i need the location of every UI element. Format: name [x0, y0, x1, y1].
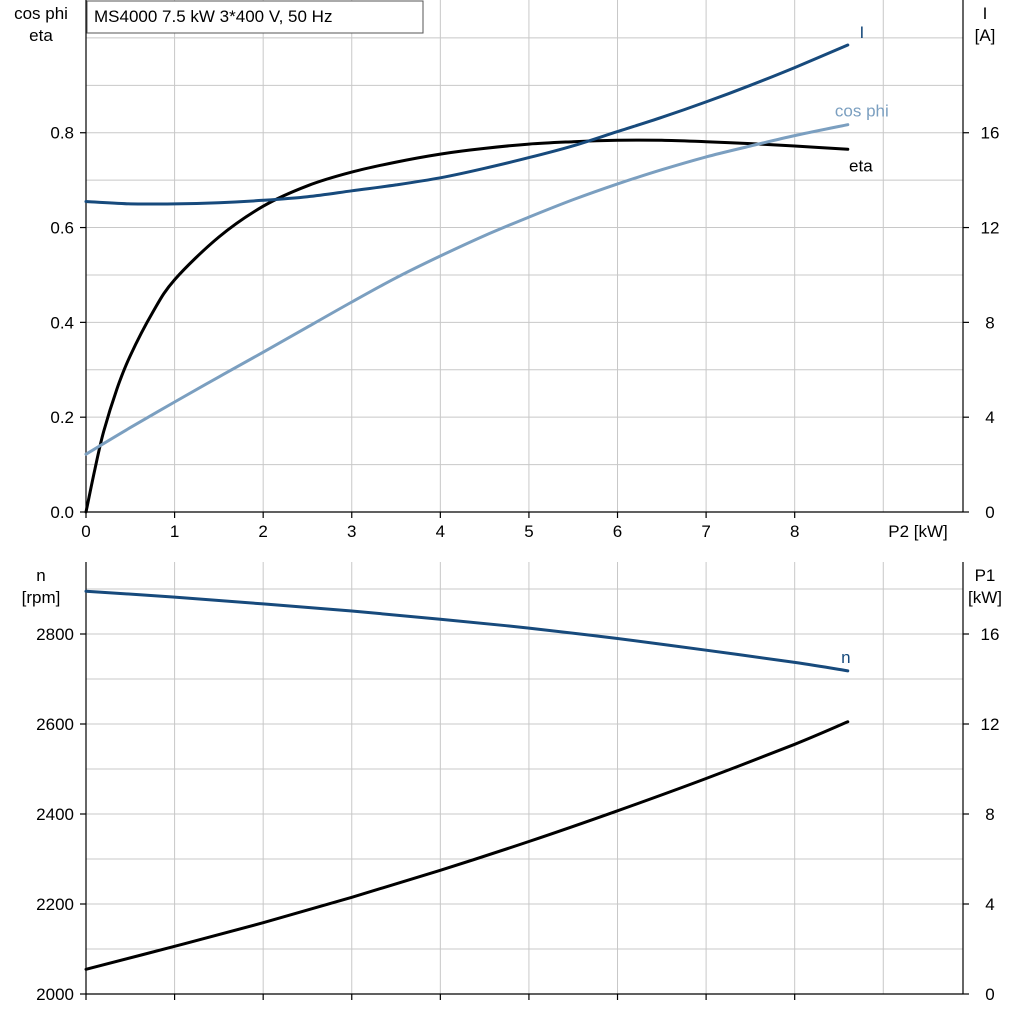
left-tick-label: 0.0	[50, 503, 74, 522]
left-tick-label: 2400	[36, 805, 74, 824]
series-p1-line	[84, 720, 850, 971]
right-tick-label: 4	[985, 895, 994, 914]
right-axis-label: P1	[975, 566, 996, 585]
x-tick-label: 2	[258, 522, 267, 541]
series-cos-phi-line	[84, 123, 850, 456]
chart-title: MS4000 7.5 kW 3*400 V, 50 Hz	[94, 7, 332, 26]
series-label-n: n	[841, 648, 850, 667]
left-tick-label: 2000	[36, 985, 74, 1004]
left-axis-label: eta	[29, 26, 53, 45]
right-tick-label: 16	[981, 124, 1000, 143]
x-tick-label: 3	[347, 522, 356, 541]
x-axis-label: P2 [kW]	[888, 522, 948, 541]
left-tick-label: 0.4	[50, 313, 74, 332]
right-tick-label: 4	[985, 408, 994, 427]
x-tick-label: 4	[436, 522, 445, 541]
x-tick-label: 6	[613, 522, 622, 541]
series-i-line	[84, 43, 850, 206]
x-tick-label: 7	[701, 522, 710, 541]
left-tick-label: 2600	[36, 715, 74, 734]
left-tick-label: 2800	[36, 625, 74, 644]
right-tick-label: 0	[985, 503, 994, 522]
left-axis-label: cos phi	[14, 4, 68, 23]
left-tick-label: 0.6	[50, 219, 74, 238]
x-tick-label: 5	[524, 522, 533, 541]
series-label-cos-phi: cos phi	[835, 102, 889, 121]
right-axis-label: I	[983, 4, 988, 23]
right-tick-label: 0	[985, 985, 994, 1004]
panel-2: 2000 2200 2400 2600 2800 0 4 8 12 16 n [rpm] P1 [kW] n	[22, 562, 1002, 1004]
right-tick-label: 8	[985, 805, 994, 824]
x-tick-label: 0	[81, 522, 90, 541]
right-tick-label: 12	[981, 219, 1000, 238]
right-axis-label: [A]	[975, 26, 996, 45]
right-tick-label: 12	[981, 715, 1000, 734]
series-n-line	[84, 589, 850, 673]
series-label-eta: eta	[849, 156, 873, 175]
left-axis-label: [rpm]	[22, 588, 61, 607]
left-tick-label: 2200	[36, 895, 74, 914]
x-tick-label: 1	[170, 522, 179, 541]
right-tick-label: 8	[985, 313, 994, 332]
left-axis-label: n	[36, 566, 45, 585]
right-axis-label: [kW]	[968, 588, 1002, 607]
left-tick-label: 0.2	[50, 408, 74, 427]
right-tick-label: 16	[981, 625, 1000, 644]
title-box	[86, 0, 424, 34]
x-tick-label: 8	[790, 522, 799, 541]
series-eta-line	[84, 138, 850, 514]
series-label-i: I	[859, 23, 864, 42]
left-tick-label: 0.8	[50, 124, 74, 143]
